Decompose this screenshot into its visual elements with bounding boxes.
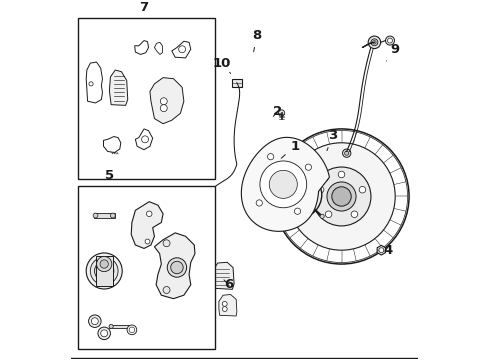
Circle shape xyxy=(100,260,108,268)
Circle shape xyxy=(289,161,293,165)
Text: 6: 6 xyxy=(224,278,233,291)
Bar xyxy=(94,213,114,217)
Circle shape xyxy=(320,214,324,219)
Circle shape xyxy=(167,258,186,277)
Circle shape xyxy=(378,248,383,253)
Circle shape xyxy=(367,36,380,49)
Circle shape xyxy=(86,253,122,289)
Text: 7: 7 xyxy=(139,1,148,14)
Circle shape xyxy=(338,171,344,178)
Circle shape xyxy=(311,167,370,226)
Circle shape xyxy=(264,189,268,193)
Circle shape xyxy=(372,41,375,44)
Circle shape xyxy=(269,170,297,198)
Circle shape xyxy=(88,315,101,328)
Bar xyxy=(231,79,241,87)
Circle shape xyxy=(350,211,357,217)
Circle shape xyxy=(222,307,227,311)
Circle shape xyxy=(222,301,227,306)
Bar xyxy=(109,325,129,328)
Bar xyxy=(78,186,215,349)
Circle shape xyxy=(93,213,98,218)
Text: 10: 10 xyxy=(212,57,231,73)
Circle shape xyxy=(90,257,118,285)
Circle shape xyxy=(163,287,170,293)
Circle shape xyxy=(146,211,152,217)
Circle shape xyxy=(278,110,284,116)
Circle shape xyxy=(385,36,394,45)
Text: 9: 9 xyxy=(386,43,399,61)
Circle shape xyxy=(129,327,134,333)
Circle shape xyxy=(370,39,377,46)
Polygon shape xyxy=(241,138,329,231)
Polygon shape xyxy=(131,202,163,248)
Circle shape xyxy=(274,171,321,218)
Polygon shape xyxy=(212,262,234,289)
Circle shape xyxy=(101,330,107,337)
Circle shape xyxy=(145,239,150,244)
Circle shape xyxy=(170,261,183,274)
Circle shape xyxy=(344,151,348,155)
Circle shape xyxy=(91,318,98,325)
Circle shape xyxy=(358,186,365,193)
Circle shape xyxy=(294,208,300,214)
Circle shape xyxy=(342,149,350,157)
Polygon shape xyxy=(150,78,183,124)
Circle shape xyxy=(305,164,311,170)
Circle shape xyxy=(331,187,350,206)
Circle shape xyxy=(109,324,113,328)
Text: 8: 8 xyxy=(251,29,261,52)
Circle shape xyxy=(256,200,262,206)
Circle shape xyxy=(160,105,167,112)
Circle shape xyxy=(281,178,314,212)
Text: 1: 1 xyxy=(281,140,299,158)
Circle shape xyxy=(98,327,110,339)
Circle shape xyxy=(267,154,273,160)
Polygon shape xyxy=(219,294,236,316)
Text: 5: 5 xyxy=(104,169,114,182)
Polygon shape xyxy=(154,233,195,299)
Text: 3: 3 xyxy=(326,129,337,150)
Circle shape xyxy=(163,240,170,247)
Circle shape xyxy=(324,176,327,181)
Circle shape xyxy=(96,256,112,272)
Circle shape xyxy=(110,213,115,218)
Circle shape xyxy=(260,161,306,208)
Circle shape xyxy=(317,186,323,193)
Circle shape xyxy=(273,129,408,264)
Polygon shape xyxy=(109,70,127,105)
Polygon shape xyxy=(376,245,385,255)
Circle shape xyxy=(283,222,286,226)
Text: 2: 2 xyxy=(272,105,282,118)
Bar xyxy=(96,256,112,285)
Circle shape xyxy=(94,261,114,281)
Circle shape xyxy=(325,211,331,217)
Text: 4: 4 xyxy=(377,244,392,257)
Circle shape xyxy=(160,98,167,105)
Circle shape xyxy=(287,143,394,250)
Bar xyxy=(78,18,215,179)
Circle shape xyxy=(287,184,308,205)
Circle shape xyxy=(326,182,355,211)
Circle shape xyxy=(127,325,137,335)
Circle shape xyxy=(387,38,392,43)
